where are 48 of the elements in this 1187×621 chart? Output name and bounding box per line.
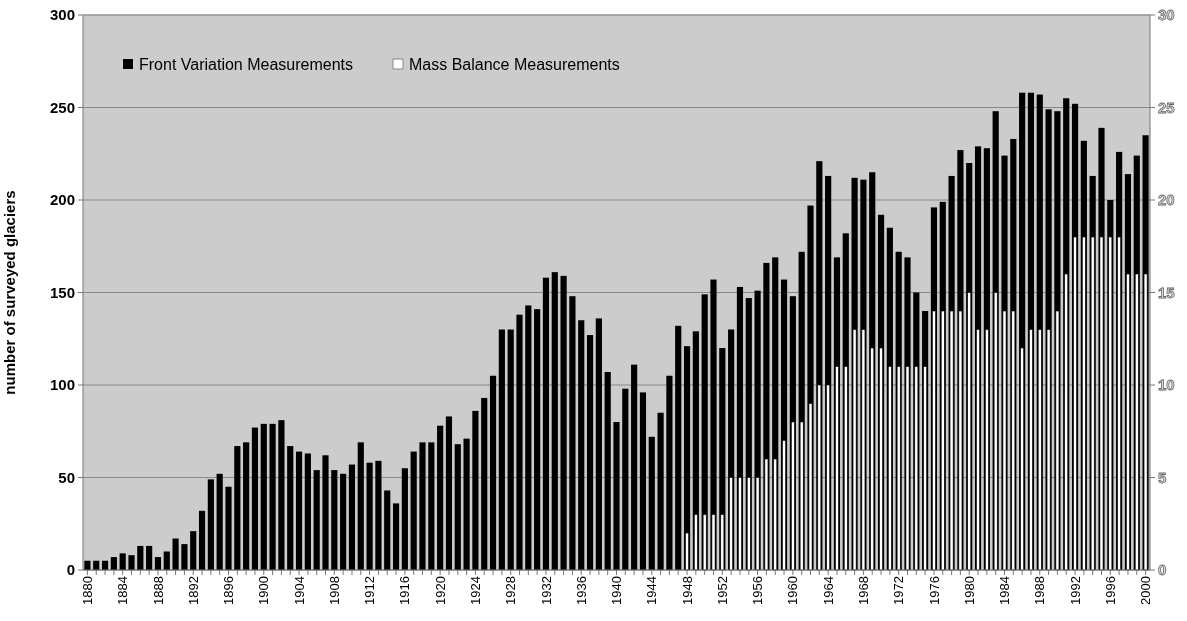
y2-tick-label: 10 — [1158, 376, 1175, 394]
y-axis-title: number of surveyed glaciers — [1, 190, 18, 395]
x-tick-label: 1880 — [79, 576, 95, 605]
x-tick-label: 1972 — [891, 576, 907, 605]
x-tick-label: 1976 — [926, 576, 942, 605]
x-tick-label: 1884 — [115, 576, 131, 605]
x-tick-label: 1936 — [573, 576, 589, 605]
x-tick-label: 1900 — [256, 576, 272, 605]
x-tick-label: 1916 — [397, 576, 413, 605]
y-tick-label: 200 — [49, 191, 75, 209]
x-tick-label: 1940 — [609, 576, 625, 605]
x-tick-label: 1920 — [432, 576, 448, 605]
x-tick-label: 1952 — [714, 576, 730, 605]
y2-tick-label: 25 — [1158, 98, 1175, 116]
x-tick-label: 1904 — [291, 576, 307, 605]
legend-label: Mass Balance Measurements — [409, 55, 620, 73]
y-tick-label: 150 — [49, 283, 75, 301]
x-tick-label: 1956 — [750, 576, 766, 605]
x-tick-label: 1896 — [221, 576, 237, 605]
y2-tick-label: 5 — [1158, 468, 1167, 486]
x-tick-label: 1924 — [467, 576, 483, 605]
x-tick-label: 1892 — [185, 576, 201, 605]
x-tick-label: 2000 — [1138, 576, 1154, 605]
y-tick-label: 100 — [49, 376, 75, 394]
y2-tick-label: 20 — [1158, 191, 1175, 209]
y-tick-label: 50 — [58, 468, 75, 486]
y2-tick-label: 0 — [1158, 561, 1167, 579]
x-tick-label: 1992 — [1067, 576, 1083, 605]
x-tick-label: 1988 — [1032, 576, 1048, 605]
y-tick-label: 300 — [49, 6, 75, 24]
x-tick-label: 1980 — [961, 576, 977, 605]
y-tick-label: 250 — [49, 98, 75, 116]
legend-label: Front Variation Measurements — [139, 55, 354, 73]
x-tick-label: 1928 — [503, 576, 519, 605]
x-tick-label: 1908 — [326, 576, 342, 605]
x-tick-label: 1960 — [785, 576, 801, 605]
x-tick-label: 1888 — [150, 576, 166, 605]
x-tick-label: 1948 — [679, 576, 695, 605]
x-tick-label: 1996 — [1102, 576, 1118, 605]
y2-tick-label: 15 — [1158, 283, 1175, 301]
x-tick-label: 1932 — [538, 576, 554, 605]
x-tick-label: 1944 — [644, 576, 660, 605]
x-tick-label: 1984 — [997, 576, 1013, 605]
y2-tick-label: 30 — [1158, 6, 1175, 24]
x-tick-label: 1912 — [362, 576, 378, 605]
x-tick-label: 1968 — [855, 576, 871, 605]
x-tick-label: 1964 — [820, 576, 836, 605]
y-tick-label: 0 — [66, 561, 75, 579]
